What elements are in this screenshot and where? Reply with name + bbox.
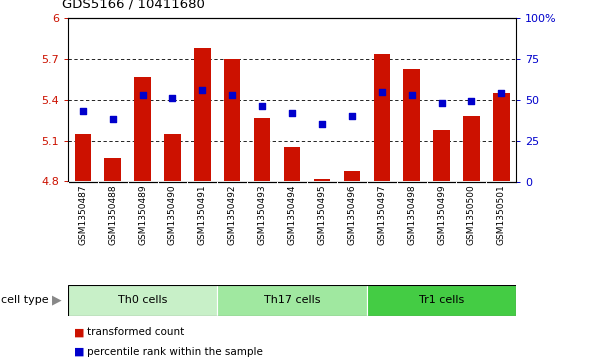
Text: GSM1350491: GSM1350491: [198, 185, 207, 245]
Bar: [284, 147, 300, 182]
Text: GSM1350497: GSM1350497: [377, 185, 386, 245]
Point: [377, 89, 386, 94]
Bar: [164, 134, 181, 182]
Text: ▶: ▶: [53, 294, 62, 307]
Text: GSM1350495: GSM1350495: [317, 185, 326, 245]
Point: [317, 121, 327, 127]
Point: [108, 117, 117, 122]
Point: [347, 113, 356, 119]
Point: [198, 87, 207, 93]
Bar: [433, 130, 450, 182]
Text: GSM1350490: GSM1350490: [168, 185, 177, 245]
Bar: [343, 171, 360, 182]
Text: GSM1350498: GSM1350498: [407, 185, 416, 245]
Bar: [404, 69, 420, 182]
Bar: [194, 48, 211, 182]
Text: GSM1350501: GSM1350501: [497, 185, 506, 245]
Point: [138, 92, 148, 98]
Text: GSM1350494: GSM1350494: [287, 185, 297, 245]
Bar: [493, 93, 510, 182]
Point: [497, 90, 506, 96]
Text: GSM1350500: GSM1350500: [467, 185, 476, 245]
Point: [407, 92, 417, 98]
Text: GSM1350499: GSM1350499: [437, 185, 446, 245]
Text: GSM1350492: GSM1350492: [228, 185, 237, 245]
Bar: [217, 285, 367, 316]
Bar: [104, 158, 121, 182]
Bar: [135, 77, 151, 182]
Bar: [463, 116, 480, 182]
Point: [78, 108, 87, 114]
Bar: [74, 134, 91, 182]
Text: GSM1350488: GSM1350488: [108, 185, 117, 245]
Text: GSM1350496: GSM1350496: [348, 185, 356, 245]
Bar: [254, 118, 270, 182]
Text: GDS5166 / 10411680: GDS5166 / 10411680: [62, 0, 205, 11]
Point: [467, 98, 476, 104]
Point: [437, 100, 446, 106]
Text: GSM1350493: GSM1350493: [258, 185, 267, 245]
Text: GSM1350487: GSM1350487: [78, 185, 87, 245]
Text: Tr1 cells: Tr1 cells: [419, 295, 464, 305]
Bar: [224, 59, 241, 182]
Point: [287, 110, 297, 116]
Text: ■: ■: [74, 327, 84, 337]
Point: [228, 92, 237, 98]
Text: Th0 cells: Th0 cells: [118, 295, 168, 305]
Text: GSM1350489: GSM1350489: [138, 185, 147, 245]
Text: ■: ■: [74, 347, 84, 357]
Text: transformed count: transformed count: [87, 327, 184, 337]
Point: [257, 103, 267, 109]
Text: percentile rank within the sample: percentile rank within the sample: [87, 347, 263, 357]
Text: cell type: cell type: [1, 295, 49, 305]
Point: [168, 95, 177, 101]
Bar: [367, 285, 516, 316]
Bar: [373, 53, 390, 181]
Bar: [68, 285, 217, 316]
Bar: [314, 179, 330, 182]
Text: Th17 cells: Th17 cells: [264, 295, 320, 305]
